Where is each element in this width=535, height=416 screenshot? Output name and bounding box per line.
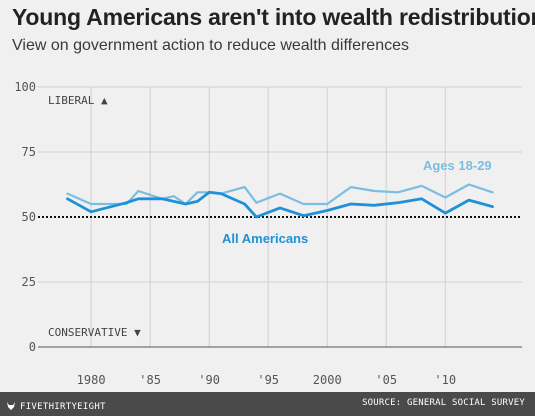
x-tick-label: '05 — [375, 373, 397, 387]
y-tick-label: 25 — [22, 275, 36, 289]
x-tick-label: '90 — [198, 373, 220, 387]
x-tick-label: 1980 — [77, 373, 106, 387]
x-tick-label: '85 — [139, 373, 161, 387]
y-tick-label: 75 — [22, 145, 36, 159]
chart-title: Young Americans aren't into wealth redis… — [12, 4, 535, 30]
annotation-conservative: CONSERVATIVE ▼ — [48, 326, 141, 339]
x-tick-label: 2000 — [313, 373, 342, 387]
series-line-ages-18-29 — [66, 183, 494, 206]
brand: FIVETHIRTYEIGHT — [6, 398, 106, 416]
source-credit: SOURCE: GENERAL SOCIAL SURVEY — [362, 398, 525, 408]
x-tick-label: '10 — [434, 373, 456, 387]
chart-subtitle: View on government action to reduce weal… — [12, 37, 409, 54]
x-tick-label: '95 — [257, 373, 279, 387]
footer-bar: FIVETHIRTYEIGHT SOURCE: GENERAL SOCIAL S… — [0, 392, 535, 416]
series-label-ages-18-29: Ages 18-29 — [423, 158, 492, 173]
annotation-liberal: LIBERAL ▲ — [48, 94, 108, 107]
brand-name: FIVETHIRTYEIGHT — [20, 402, 106, 412]
line-chart: 1980 '85 '90 '95 2000 '05 '10 0 25 50 75 100 LIBERA… — [14, 80, 522, 387]
y-tick-label: 50 — [22, 210, 36, 224]
fox-icon — [6, 398, 16, 416]
y-tick-label: 0 — [29, 340, 36, 354]
series-label-all-americans: All Americans — [222, 231, 308, 246]
y-tick-label: 100 — [14, 80, 36, 94]
series-line-all-americans — [66, 190, 494, 219]
